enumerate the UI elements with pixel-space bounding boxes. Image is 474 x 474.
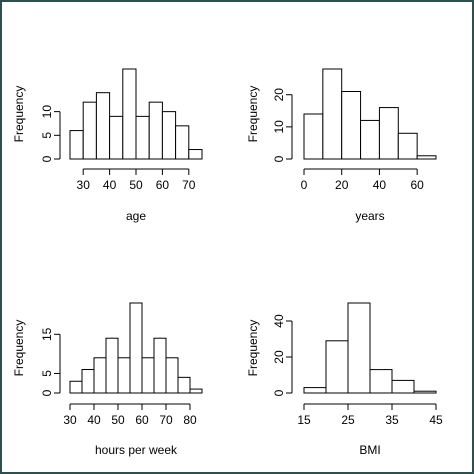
histogram-bar <box>397 132 418 160</box>
x-tick-label: 45 <box>429 413 443 427</box>
y-tick-label: 15 <box>40 327 54 341</box>
histogram-bar <box>135 115 150 160</box>
histogram-bar <box>161 111 177 160</box>
x-tick-label: 60 <box>135 413 149 427</box>
histogram-bar <box>413 390 437 394</box>
x-tick-label: 60 <box>156 178 170 192</box>
histogram-bar <box>82 101 97 160</box>
histogram-panel-1: 30 40 50 60 70 0 5 10 age Frequency <box>12 68 203 223</box>
x-tick-label: 50 <box>129 178 143 192</box>
x-tick-label: 25 <box>341 413 355 427</box>
histogram-bar <box>153 337 167 394</box>
y-tick-label: 10 <box>40 105 54 119</box>
y-axis-title: Frequency <box>12 86 26 143</box>
histogram-bar <box>325 340 349 394</box>
y-tick-label: 20 <box>272 88 286 102</box>
histogram-bar <box>322 68 343 160</box>
x-tick-label: 40 <box>103 178 117 192</box>
histogram-bar <box>416 155 437 160</box>
x-tick-label: 40 <box>87 413 101 427</box>
y-axis-title: Frequency <box>12 320 26 377</box>
histogram-bar <box>93 357 107 394</box>
x-tick-label: 15 <box>297 413 311 427</box>
x-tick-label: 80 <box>183 413 197 427</box>
x-tick-label: 60 <box>410 178 424 192</box>
y-tick-label: 0 <box>40 389 54 396</box>
histogram-bar <box>175 125 190 160</box>
x-tick-label: 40 <box>373 178 387 192</box>
x-tick-label: 50 <box>111 413 125 427</box>
histogram-panel-4: 15 25 35 45 0 20 40 BMI Frequency <box>246 302 443 457</box>
x-tick-label: 70 <box>182 178 196 192</box>
histogram-bar <box>81 369 95 394</box>
y-tick-label: 0 <box>272 389 286 396</box>
histogram-panel-2: 0 20 40 60 0 10 20 years Frequency <box>246 68 437 223</box>
histogram-bar <box>122 68 137 160</box>
histogram-bar <box>109 115 124 160</box>
histogram-bar <box>129 302 143 394</box>
histogram-bar <box>148 101 163 160</box>
x-axis-title: hours per week <box>95 443 178 457</box>
x-tick-label: 35 <box>385 413 399 427</box>
histogram-bar <box>141 357 155 394</box>
y-tick-label: 5 <box>40 132 54 139</box>
x-tick-label: 30 <box>77 178 91 192</box>
x-axis-title: BMI <box>359 443 380 457</box>
y-tick-label: 20 <box>272 350 286 364</box>
histogram-bar <box>69 130 84 160</box>
histogram-bar <box>378 107 399 160</box>
histogram-bar <box>189 388 203 394</box>
y-axis-title: Frequency <box>246 86 260 143</box>
histogram-bar <box>117 357 131 394</box>
y-tick-label: 5 <box>40 370 54 377</box>
histogram-bar <box>188 149 203 160</box>
histogram-bar <box>347 302 371 394</box>
histogram-bar <box>360 119 380 160</box>
x-tick-label: 70 <box>159 413 173 427</box>
x-axis-title: years <box>355 209 384 223</box>
histogram-bar <box>69 380 83 394</box>
x-tick-label: 30 <box>63 413 77 427</box>
histogram-bar <box>303 113 324 160</box>
histogram-bar <box>105 337 119 394</box>
histogram-bar <box>165 357 179 394</box>
x-tick-label: 20 <box>335 178 349 192</box>
histogram-bar <box>369 369 393 394</box>
y-tick-label: 10 <box>272 120 286 134</box>
y-tick-label: 0 <box>40 155 54 162</box>
histogram-bar <box>391 379 415 394</box>
y-tick-label: 40 <box>272 314 286 328</box>
y-tick-label: 0 <box>272 155 286 162</box>
histogram-panel-3: 30 40 50 60 70 80 0 5 15 hours per week Frequency <box>12 302 203 457</box>
x-tick-label: 0 <box>301 178 308 192</box>
histogram-bar <box>177 376 191 394</box>
histogram-bar <box>303 387 327 394</box>
histogram-bar <box>341 91 362 160</box>
x-axis-title: age <box>126 209 146 223</box>
histogram-bar <box>95 92 111 160</box>
y-axis-title: Frequency <box>246 320 260 377</box>
